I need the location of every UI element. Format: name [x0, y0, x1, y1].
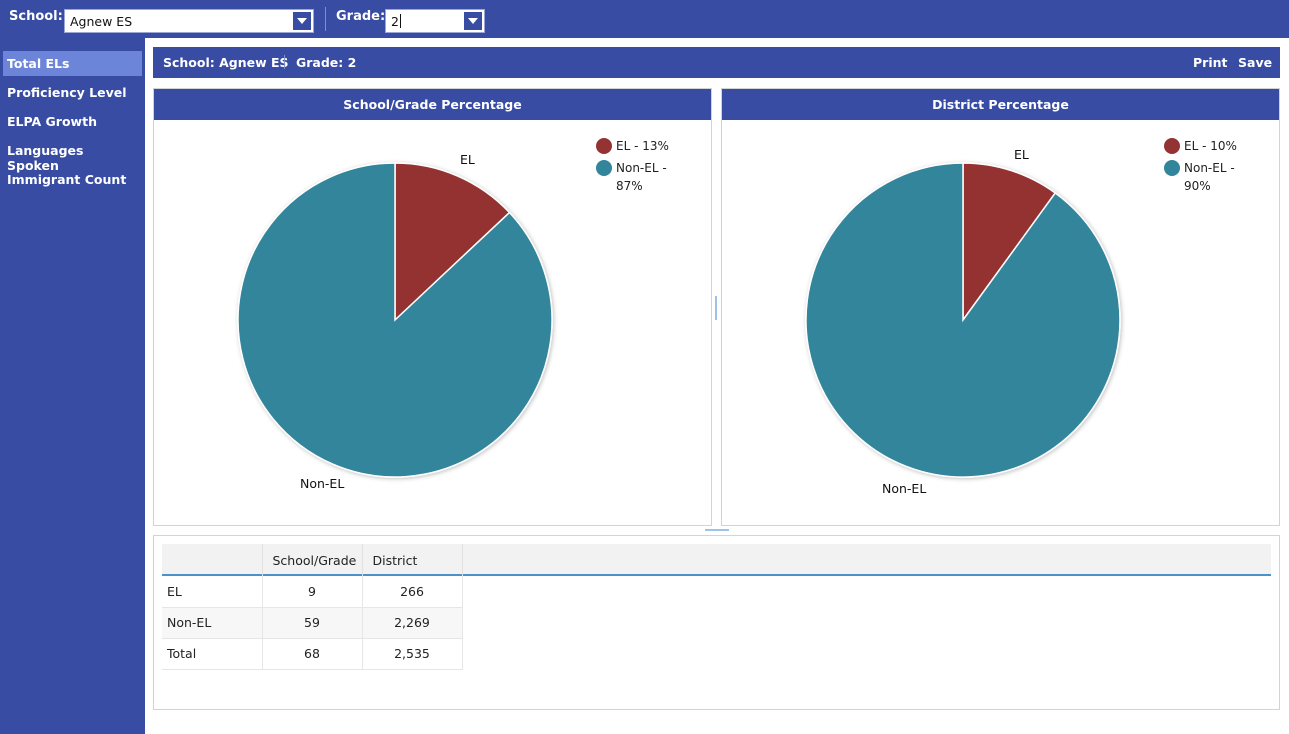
slice-label-el: EL [460, 152, 475, 167]
sidebar-item-total-els[interactable]: Total ELs [3, 51, 142, 76]
data-table-panel: School/Grade District EL 9 266 Non-EL 59… [153, 535, 1280, 710]
school-select[interactable]: Agnew ES [64, 9, 314, 33]
school-select-value: Agnew ES [70, 14, 133, 29]
legend-swatch [1164, 138, 1180, 154]
sidebar-item-elpa-growth[interactable]: ELPA Growth [7, 114, 97, 129]
main-content: School: Agnew ES Grade: 2 Print Save Sch… [145, 38, 1289, 734]
filter-bar: School: Agnew ES Grade: 2 [0, 0, 1289, 38]
table-row: Non-EL 59 2,269 [162, 607, 463, 639]
slice-label-el: EL [1014, 147, 1029, 162]
table-cell: Total [162, 638, 263, 670]
table-cell: 2,535 [362, 638, 463, 670]
print-button[interactable]: Print [1193, 55, 1228, 70]
data-table: School/Grade District EL 9 266 Non-EL 59… [162, 544, 463, 670]
table-cell: 266 [362, 576, 463, 608]
school-grade-chart-panel: School/Grade Percentage EL Non-EL EL - 1… [153, 88, 712, 526]
column-header[interactable]: District [362, 544, 463, 576]
legend-swatch [596, 138, 612, 154]
chevron-down-icon[interactable] [293, 12, 311, 30]
table-cell: 68 [262, 638, 363, 670]
legend-label: Non-EL - 90% [1184, 161, 1235, 193]
table-cell: 2,269 [362, 607, 463, 639]
chevron-down-icon[interactable] [464, 12, 482, 30]
info-school: School: Agnew ES [163, 55, 289, 70]
sidebar: Total ELs Proficiency Level ELPA Growth … [0, 38, 145, 734]
divider [325, 7, 326, 31]
legend-label: Non-EL - 87% [616, 161, 667, 193]
school-label: School: [9, 9, 63, 24]
panel-resize-handle[interactable] [705, 529, 729, 531]
slice-label-non-el: Non-EL [300, 476, 345, 491]
table-cell: 9 [262, 576, 363, 608]
legend-swatch [1164, 160, 1180, 176]
chart-title: School/Grade Percentage [154, 89, 711, 120]
pie-slice-el[interactable] [394, 162, 511, 322]
grade-select[interactable]: 2 [385, 9, 485, 33]
panel-resize-handle[interactable] [715, 296, 717, 320]
slice-label-non-el: Non-EL [882, 481, 927, 496]
school-grade-pie-chart [237, 162, 553, 478]
legend-label: EL - 13% [616, 139, 669, 153]
info-grade: Grade: 2 [296, 55, 357, 70]
pie-slice-non-el[interactable] [237, 162, 553, 478]
pie-slice-non-el[interactable] [805, 162, 1121, 478]
chart-title: District Percentage [722, 89, 1279, 120]
table-cell: Non-EL [162, 607, 263, 639]
district-chart-panel: District Percentage EL Non-EL EL - 10% N… [721, 88, 1280, 526]
grade-select-value: 2 [391, 14, 401, 29]
table-cell: EL [162, 576, 263, 608]
save-button[interactable]: Save [1238, 55, 1273, 70]
pie-slice-el[interactable] [962, 162, 1057, 323]
sidebar-item-proficiency-level[interactable]: Proficiency Level [7, 85, 127, 100]
sidebar-item-languages-spoken[interactable]: Languages Spoken [7, 143, 84, 173]
info-bar: School: Agnew ES Grade: 2 Print Save [153, 47, 1280, 78]
table-cell: 59 [262, 607, 363, 639]
table-row: Total 68 2,535 [162, 638, 463, 670]
table-row: EL 9 266 [162, 576, 463, 608]
column-header[interactable]: School/Grade [262, 544, 363, 576]
district-pie-chart [805, 162, 1121, 478]
divider [284, 55, 285, 69]
legend-swatch [596, 160, 612, 176]
legend-label: EL - 10% [1184, 139, 1237, 153]
grade-label: Grade: [336, 9, 386, 24]
sidebar-item-immigrant-count[interactable]: Immigrant Count [7, 172, 127, 187]
column-header[interactable] [162, 544, 263, 576]
